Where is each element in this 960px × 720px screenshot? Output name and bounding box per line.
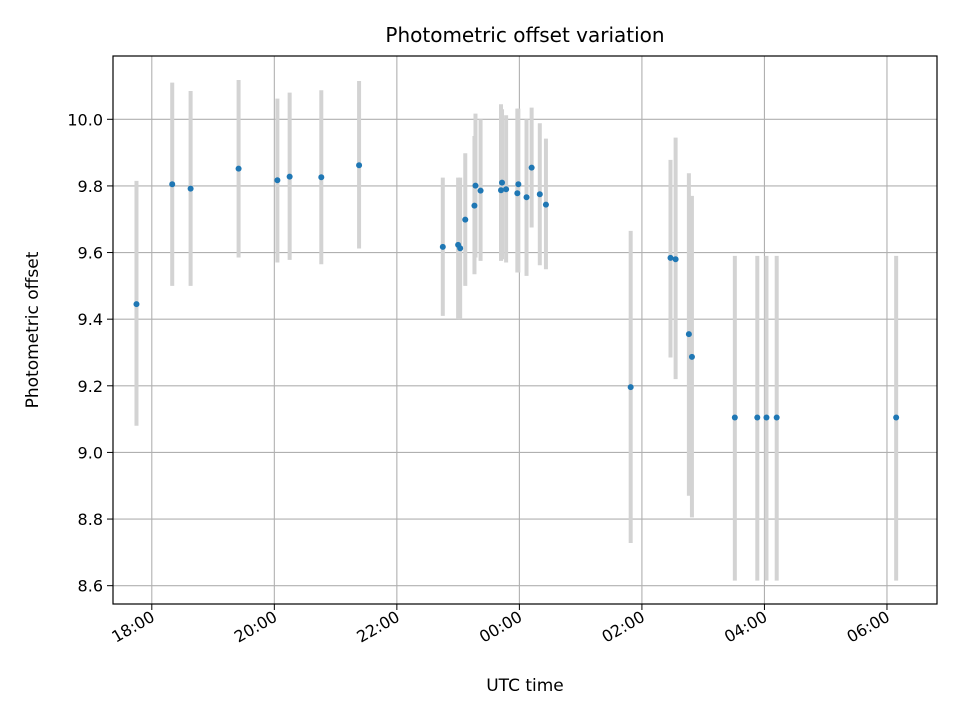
- data-point: [356, 162, 363, 169]
- data-point: [439, 243, 446, 250]
- data-point: [133, 301, 140, 308]
- data-point: [528, 164, 535, 171]
- data-point: [477, 187, 484, 194]
- y-tick-label: 9.4: [78, 310, 103, 329]
- y-axis-ticks: 8.6 8.8 9.0 9.2 9.4 9.6 9.8 10.0: [67, 110, 113, 596]
- data-point: [763, 414, 770, 421]
- data-point: [503, 186, 510, 193]
- plot-frame: [112, 55, 938, 605]
- data-point: [542, 201, 549, 208]
- data-point: [536, 191, 543, 198]
- y-tick-label: 9.8: [78, 177, 103, 196]
- x-tick-label: 06:00: [844, 607, 893, 647]
- data-point: [286, 173, 293, 180]
- error-bars: [134, 79, 899, 581]
- x-tick-label: 00:00: [476, 607, 525, 647]
- data-point: [498, 187, 505, 194]
- data-points: [133, 162, 900, 421]
- data-point: [274, 177, 281, 184]
- data-point: [754, 414, 761, 421]
- data-point: [672, 256, 679, 263]
- data-point: [515, 181, 522, 188]
- data-point: [472, 182, 479, 189]
- data-point: [523, 194, 530, 201]
- data-point: [514, 190, 521, 197]
- y-tick-label: 8.8: [78, 510, 103, 529]
- data-point: [688, 353, 695, 360]
- data-point: [893, 414, 900, 421]
- y-axis-title: Photometric offset: [23, 251, 43, 408]
- x-tick-label: 02:00: [598, 607, 647, 647]
- y-tick-label: 9.2: [78, 377, 103, 396]
- x-axis-ticks: 18:00 20:00 22:00 00:00 02:00 04:00 06:00: [108, 604, 893, 647]
- x-tick-label: 20:00: [231, 607, 280, 647]
- y-tick-label: 8.6: [78, 577, 103, 596]
- data-point: [685, 331, 692, 338]
- y-tick-label: 9.0: [78, 443, 103, 462]
- data-point: [471, 202, 478, 209]
- y-tick-label: 10.0: [67, 110, 103, 129]
- data-point: [627, 384, 634, 391]
- data-point: [187, 185, 194, 192]
- chart-title: Photometric offset variation: [385, 23, 664, 47]
- data-point: [457, 245, 464, 252]
- x-tick-label: 22:00: [353, 607, 402, 647]
- data-point: [731, 414, 738, 421]
- data-point: [235, 165, 242, 172]
- x-tick-label: 18:00: [108, 607, 157, 647]
- data-point: [773, 414, 780, 421]
- data-point: [318, 174, 325, 181]
- data-point: [667, 254, 674, 261]
- data-point: [499, 179, 506, 186]
- data-point: [462, 216, 469, 223]
- y-tick-label: 9.6: [78, 244, 103, 263]
- data-point: [169, 181, 176, 188]
- x-tick-label: 04:00: [721, 607, 770, 647]
- x-axis-title: UTC time: [486, 676, 564, 696]
